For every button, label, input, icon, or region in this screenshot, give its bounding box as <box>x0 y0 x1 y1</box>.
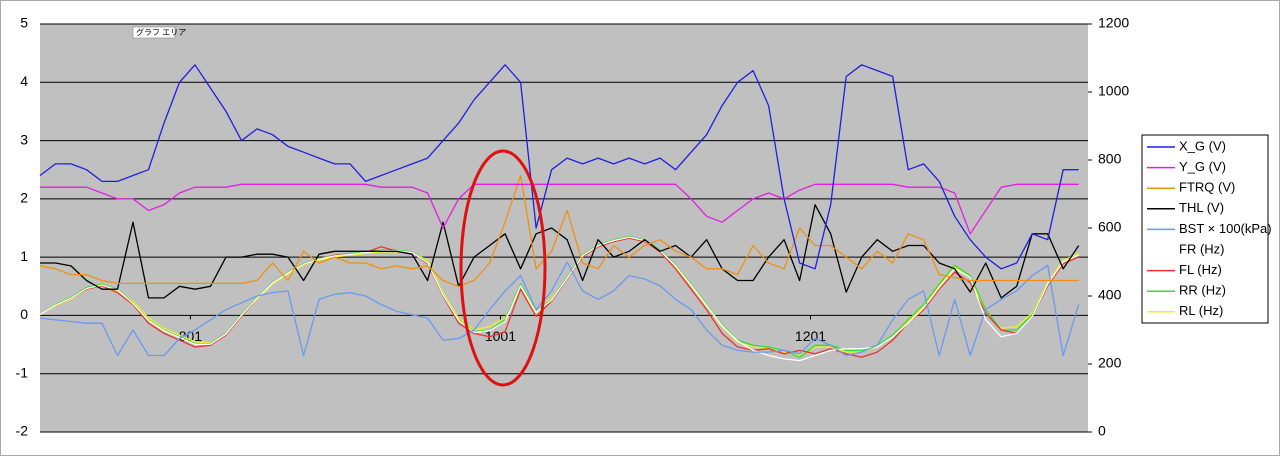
y2-tick-label: 1000 <box>1098 83 1129 99</box>
annotation: グラフ エリア <box>136 27 186 37</box>
legend-label: RR (Hz) <box>1179 283 1226 298</box>
legend-label: FR (Hz) <box>1179 241 1225 256</box>
series-line <box>39 261 1080 357</box>
y-tick-label: 4 <box>20 73 28 89</box>
y2-tick-label: 200 <box>1098 355 1122 371</box>
legend-label: FL (Hz) <box>1179 262 1222 277</box>
legend-label: X_G (V) <box>1179 138 1226 153</box>
y2-tick-label: 600 <box>1098 219 1122 235</box>
y2-tick-label: 1200 <box>1098 15 1129 31</box>
y2-tick-label: 0 <box>1098 423 1106 439</box>
legend-label: THL (V) <box>1179 200 1224 215</box>
y-tick-label: 5 <box>20 15 28 31</box>
highlight-ellipse <box>459 149 547 387</box>
series-line <box>40 204 1080 299</box>
y2-tick-label: 800 <box>1098 151 1122 167</box>
legend-label: Y_G (V) <box>1179 159 1226 174</box>
legend-label: BST × 100(kPa) <box>1179 221 1272 236</box>
y-tick-label: 1 <box>20 248 28 264</box>
series-line <box>39 64 1079 270</box>
y-tick-label: 0 <box>20 306 28 322</box>
y-tick-label: -1 <box>16 364 29 380</box>
legend-label: FTRQ (V) <box>1179 180 1235 195</box>
x-tick-label: 1001 <box>485 328 516 344</box>
plot-area <box>40 24 1088 432</box>
series-line <box>39 174 1079 287</box>
y-tick-label: 3 <box>20 131 28 147</box>
series-line <box>40 183 1079 235</box>
series-line <box>39 236 1079 362</box>
y2-tick-label: 400 <box>1098 287 1122 303</box>
y-tick-label: -2 <box>16 423 29 439</box>
y-tick-label: 2 <box>20 190 28 206</box>
legend-label: RL (Hz) <box>1179 303 1223 318</box>
annotation-box <box>132 26 176 39</box>
